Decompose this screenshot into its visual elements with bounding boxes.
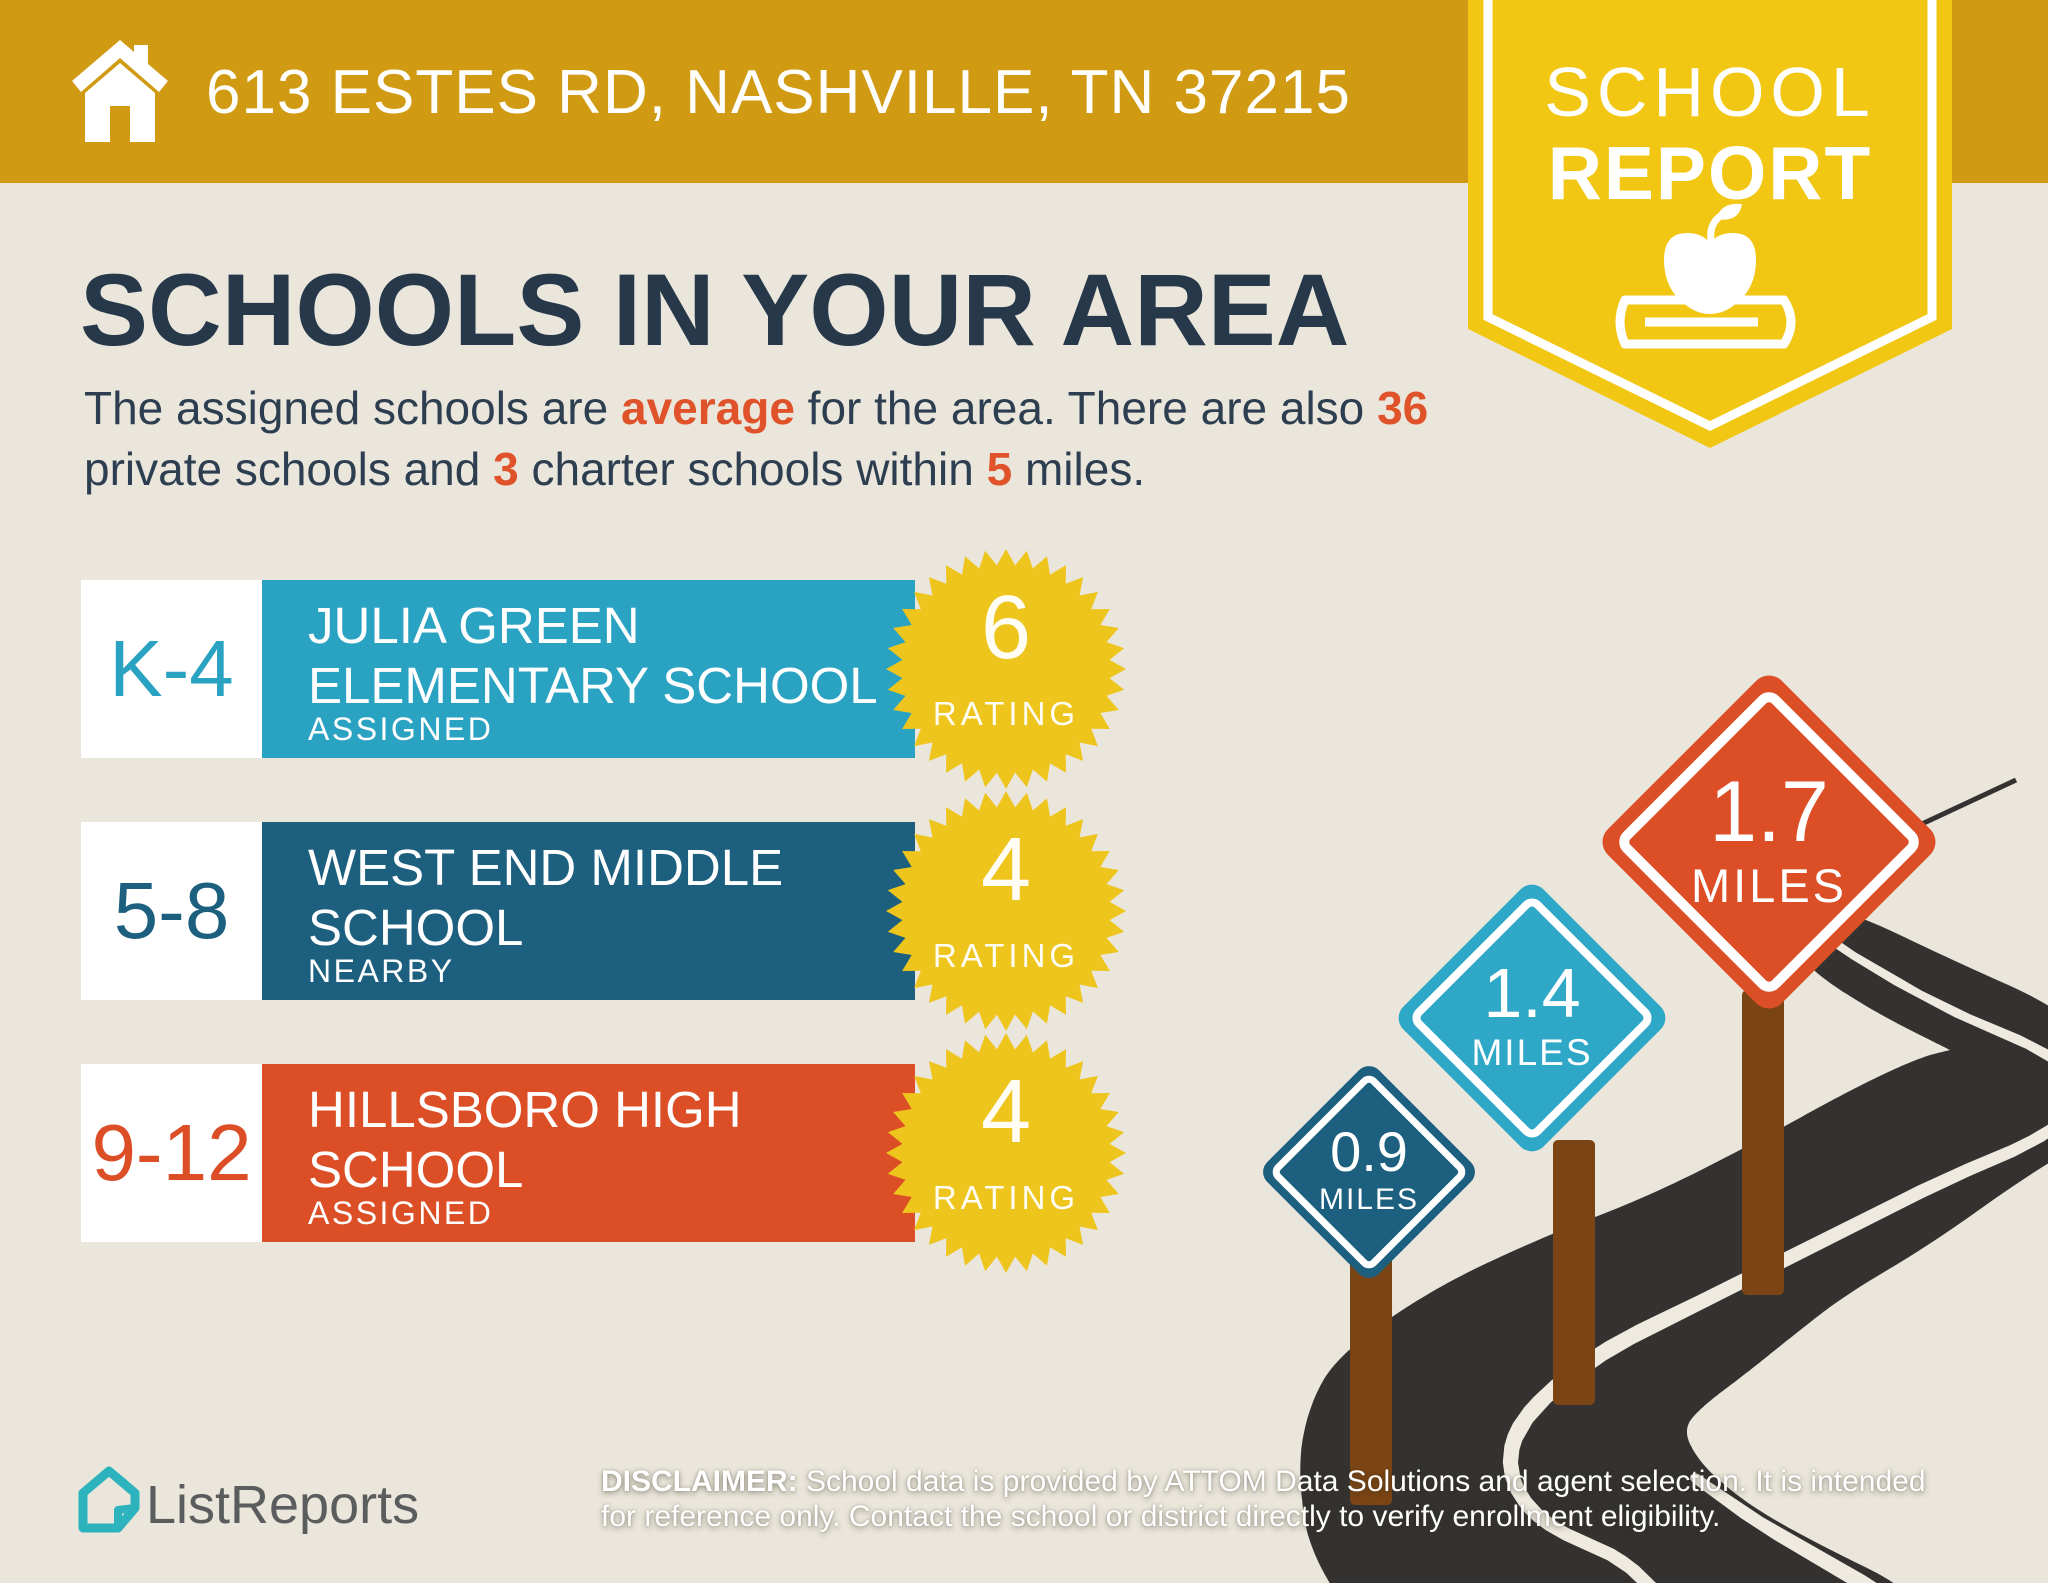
listreports-logo-icon [78, 1466, 140, 1533]
banner-title-line1: SCHOOL [1544, 53, 1876, 131]
sign-unit: MILES [1690, 859, 1848, 912]
school-status: ASSIGNED [308, 711, 494, 747]
logo-page-fold [114, 1504, 136, 1528]
school-row-middle: 5-8 WEST END MIDDLE SCHOOL NEARBY [81, 822, 1231, 1000]
distance-sign-middle: 1.4 MILES [1391, 877, 1673, 1159]
banner-title-line2: REPORT [1547, 131, 1873, 215]
disclaimer-line1-text: School data is provided by ATTOM Data So… [797, 1465, 1926, 1498]
sign-post-1 [1350, 1240, 1392, 1505]
sign-text: 1.7 MILES [1595, 668, 1943, 1016]
banner-graphic [1468, 0, 1952, 448]
rating-label: RATING [932, 695, 1080, 732]
grade-range-label: K-4 [109, 624, 234, 713]
school-name: WEST END MIDDLE SCHOOL [308, 838, 783, 958]
apple-body [1664, 233, 1756, 314]
school-name-line2: SCHOOL [308, 899, 524, 956]
grade-range-label: 5-8 [113, 866, 230, 955]
home-icon-body [85, 63, 155, 142]
sign-unit: MILES [1471, 1032, 1593, 1073]
disclaimer-line1: DISCLAIMER: School data is provided by A… [601, 1465, 1926, 1498]
rating-badge-elementary: 6 RATING [876, 539, 1136, 799]
intro-paragraph: The assigned schools are average for the… [84, 382, 1429, 495]
distance-sign-farthest: 1.7 MILES [1595, 668, 1943, 1016]
rating-value: 4 [980, 1062, 1032, 1162]
sign-distance: 1.4 [1483, 954, 1581, 1032]
starburst-graphic [886, 1033, 1126, 1273]
sign-text: 0.9 MILES [1257, 1060, 1481, 1284]
grade-range-box [81, 1064, 262, 1242]
starburst-graphic [886, 791, 1126, 1031]
starburst-shape [886, 791, 1126, 1031]
school-row-elementary: K-4 JULIA GREEN ELEMENTARY SCHOOL ASSIGNE… [81, 580, 1231, 758]
starburst-graphic [886, 549, 1126, 789]
rating-badge-high: 4 RATING [876, 1023, 1136, 1283]
page-title: SCHOOLS IN YOUR AREA [80, 253, 1350, 367]
book-outline [1615, 295, 1796, 349]
school-name-line2: ELEMENTARY SCHOOL [308, 657, 878, 714]
disclaimer-line2: for reference only. Contact the school o… [601, 1500, 1721, 1533]
school-name-line1: WEST END MIDDLE [308, 839, 784, 896]
intro-highlight: 5 [986, 443, 1013, 495]
rating-label: RATING [932, 937, 1080, 974]
listreports-brand-text: ListReports [146, 1475, 420, 1535]
home-icon [72, 40, 168, 142]
logo-house-outline [78, 1466, 140, 1533]
grade-range-label: 9-12 [91, 1108, 252, 1197]
school-row-high: 9-12 HILLSBORO HIGH SCHOOL ASSIGNED [81, 1064, 1231, 1242]
sign-unit: MILES [1318, 1183, 1420, 1216]
property-address: 613 ESTES RD, NASHVILLE, TN 37215 [206, 58, 1351, 127]
starburst-shape [886, 1033, 1126, 1273]
school-name-line2: SCHOOL [308, 1141, 524, 1198]
school-status: ASSIGNED [308, 1195, 494, 1231]
banner-inner-outline [1483, 0, 1937, 432]
school-status: NEARBY [308, 953, 455, 989]
disclaimer-label: DISCLAIMER: [601, 1465, 798, 1498]
starburst-shape [886, 549, 1126, 789]
intro-highlight: 36 [1377, 382, 1429, 434]
disclaimer-text: DISCLAIMER: School data is provided by A… [601, 1464, 1926, 1534]
school-name: JULIA GREEN ELEMENTARY SCHOOL [308, 596, 878, 716]
apple-on-book-icon [1615, 203, 1796, 349]
intro-highlight: 3 [493, 443, 519, 495]
school-name-bar: WEST END MIDDLE SCHOOL NEARBY [262, 822, 915, 1000]
grade-range-box [81, 580, 262, 758]
school-name-line1: HILLSBORO HIGH [308, 1081, 742, 1138]
intro-highlight: average [620, 382, 795, 434]
school-name-bar: HILLSBORO HIGH SCHOOL ASSIGNED [262, 1064, 915, 1242]
school-name-line1: JULIA GREEN [308, 597, 640, 654]
sign-post-2 [1553, 1140, 1595, 1405]
sign-distance: 0.9 [1330, 1120, 1408, 1183]
sign-distance: 1.7 [1709, 764, 1829, 860]
school-report-banner: SCHOOL REPORT [1468, 0, 1952, 450]
distance-sign-nearest: 0.9 MILES [1257, 1060, 1481, 1284]
sign-text: 1.4 MILES [1392, 878, 1672, 1158]
road-surface [1300, 897, 2048, 1583]
rating-badge-middle: 4 RATING [876, 781, 1136, 1041]
apple-leaf [1716, 203, 1742, 220]
rating-label: RATING [932, 1179, 1080, 1216]
rating-value: 4 [980, 820, 1032, 920]
school-name: HILLSBORO HIGH SCHOOL [308, 1080, 742, 1200]
grade-range-box [81, 822, 262, 1000]
sign-post-3 [1742, 990, 1784, 1295]
school-name-bar: JULIA GREEN ELEMENTARY SCHOOL ASSIGNED [262, 580, 915, 758]
home-icon-roof [72, 40, 168, 92]
rating-value: 6 [980, 578, 1032, 678]
road-lane-line-edge [1690, 1473, 1877, 1583]
